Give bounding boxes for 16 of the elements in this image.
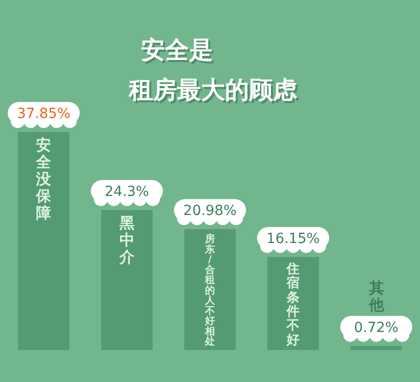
data-label: 24.3% <box>104 184 150 200</box>
chart-subtitle: 租房最大的顾虑 <box>128 76 298 104</box>
bar <box>350 346 402 350</box>
bar <box>18 132 70 350</box>
x-tick-label: 安全没保障 <box>35 136 52 222</box>
x-tick-label: 其他 <box>368 278 385 314</box>
data-label: 16.15% <box>266 230 320 247</box>
data-label: 20.98% <box>183 203 237 220</box>
chart-title: 安全是 <box>141 36 213 64</box>
data-label: 0.72% <box>354 320 398 336</box>
category-label: 房东/合租的人不好相处 <box>205 234 215 348</box>
bar <box>184 229 236 350</box>
bar <box>101 210 153 350</box>
x-tick-label: 黑中介 <box>118 214 136 266</box>
data-label: 37.85% <box>17 106 70 122</box>
x-tick-label: 住宿条件不好 <box>286 262 300 348</box>
